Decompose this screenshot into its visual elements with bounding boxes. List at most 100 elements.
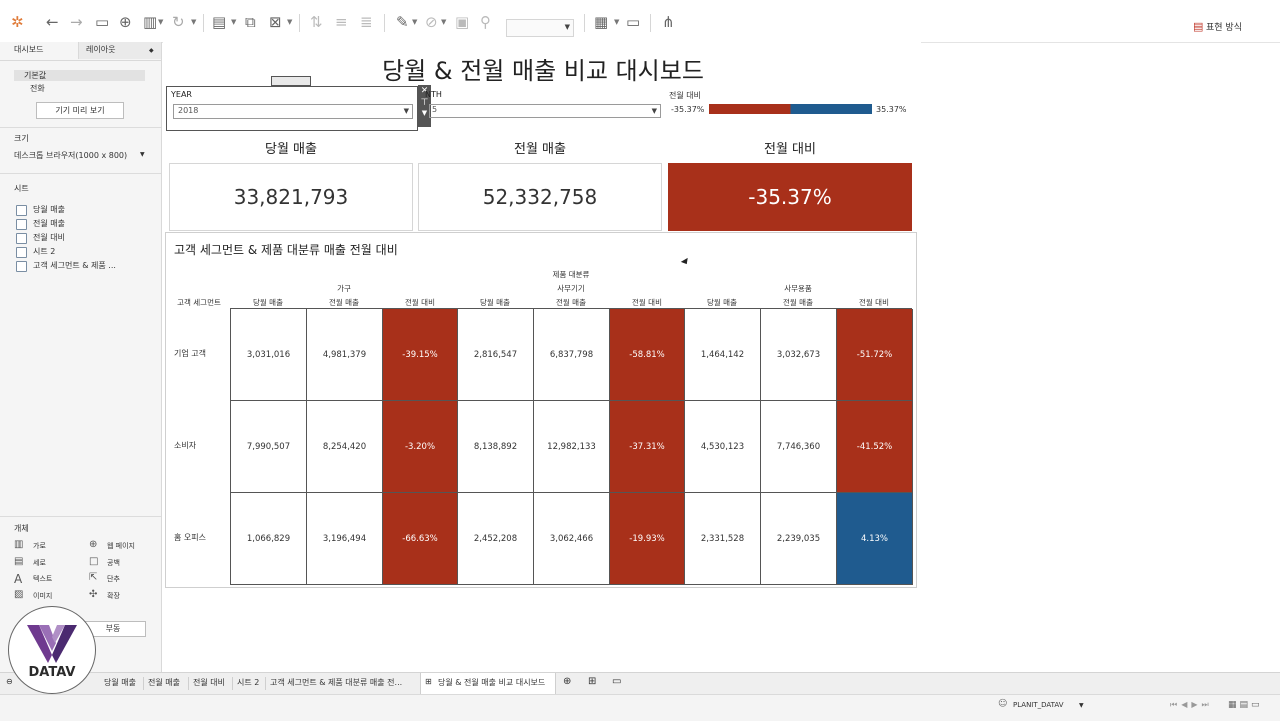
presentation-icon[interactable]: ▭ [626, 13, 641, 31]
sort-asc-icon[interactable]: ≡ [335, 13, 348, 31]
sales-cell[interactable]: 12,982,133 [534, 401, 610, 493]
sales-cell[interactable]: 3,032,673 [761, 309, 837, 401]
sheet-tab[interactable]: 시트 2 [237, 678, 260, 687]
filter-controls[interactable]: ✕ ⊤ ▼ [418, 85, 431, 127]
horizontal-icon: ▥ [14, 539, 24, 550]
sheet-item[interactable]: 고객 세그먼트 & 제품 ... [33, 261, 116, 270]
sales-cell[interactable]: 2,452,208 [458, 493, 534, 585]
new-datasource-icon[interactable]: ⊕ [119, 13, 132, 31]
sales-cell[interactable]: 4,981,379 [307, 309, 383, 401]
diff-cell[interactable]: -3.20% [383, 401, 458, 493]
sales-cell[interactable]: 1,066,829 [231, 493, 307, 585]
sheet-item[interactable]: 전월 매출 [33, 219, 65, 228]
sheet-nav-icons[interactable]: ⏮◀▶⏭ [1170, 700, 1213, 709]
diff-cell[interactable]: -37.31% [610, 401, 685, 493]
year-select[interactable]: 2018 ▼ [173, 104, 413, 119]
sales-cell[interactable]: 2,331,528 [685, 493, 761, 585]
pin-icon[interactable]: ⚲ [480, 13, 491, 31]
sheet-icon [16, 247, 27, 258]
show-me-icon[interactable]: ▤ [1193, 20, 1204, 33]
clear-sheet-icon[interactable]: ⊠ [269, 13, 282, 31]
sales-cell[interactable]: 8,138,892 [458, 401, 534, 493]
view-mode-icons[interactable]: ▦▤▭ [1228, 700, 1263, 710]
device-preview-button[interactable]: 기기 미리 보기 [36, 102, 124, 119]
sales-cell[interactable]: 2,816,547 [458, 309, 534, 401]
object-blank[interactable]: 공백 [107, 559, 120, 567]
month-select[interactable]: 5 ▼ [429, 104, 661, 118]
share-icon[interactable]: ⋔ [662, 13, 675, 31]
refresh-icon[interactable]: ↻ [172, 13, 185, 31]
diff-cell[interactable]: -66.63% [383, 493, 458, 585]
segment-label[interactable]: 소비자 [174, 441, 197, 450]
show-cards-icon[interactable]: ▦ [594, 13, 609, 31]
tab-layout[interactable]: 레이아웃 ◆ [78, 42, 161, 59]
swap-icon[interactable]: ⇅ [310, 13, 323, 31]
sales-cell[interactable]: 4,530,123 [685, 401, 761, 493]
kpi-current-sales[interactable]: 33,821,793 [169, 163, 413, 231]
object-web-page[interactable]: 웹 페이지 [107, 542, 135, 550]
object-text[interactable]: 텍스트 [33, 575, 53, 583]
object-horizontal[interactable]: 가로 [33, 542, 46, 550]
measure-header: 전월 대비 [859, 298, 889, 307]
sheet-tab-active[interactable]: ⊞ 당월 & 전월 매출 비교 대시보드 [420, 673, 556, 694]
redo-icon[interactable]: → [70, 13, 83, 31]
sheet-tab[interactable]: 고객 세그먼트 & 제품 대분류 매출 전... [270, 678, 403, 687]
datasource-tab-icon[interactable]: ⊖ [6, 677, 13, 686]
group-icon[interactable]: ⊘ [425, 13, 438, 31]
sales-cell[interactable]: 6,837,798 [534, 309, 610, 401]
kpi-previous-sales[interactable]: 52,332,758 [418, 163, 662, 231]
diff-cell[interactable]: -19.93% [610, 493, 685, 585]
highlight-icon[interactable]: ✎ [396, 13, 409, 31]
new-sheet-icon[interactable]: ⊕ [563, 676, 572, 687]
user-name[interactable]: PLANIT_DATAV [1013, 701, 1064, 709]
kpi-diff[interactable]: -35.37% [668, 163, 912, 231]
sales-cell[interactable]: 3,196,494 [307, 493, 383, 585]
sheet-tab[interactable]: 전월 대비 [193, 678, 225, 687]
year-filter[interactable]: YEAR 2018 ▼ [166, 86, 418, 131]
duplicate-sheet-icon[interactable]: ⧉ [245, 13, 256, 31]
object-image[interactable]: 이미지 [33, 592, 53, 600]
diff-cell[interactable]: -41.52% [837, 401, 913, 493]
diff-cell[interactable]: 4.13% [837, 493, 913, 585]
device-phone[interactable]: 전화 [30, 84, 45, 93]
sales-cell[interactable]: 3,031,016 [231, 309, 307, 401]
size-dropdown[interactable]: 데스크톱 브라우저(1000 x 800) [14, 151, 128, 160]
new-story-icon[interactable]: ▭ [612, 676, 622, 687]
sales-cell[interactable]: 2,239,035 [761, 493, 837, 585]
fit-dropdown[interactable]: ▼ [506, 19, 574, 37]
sheet-tab[interactable]: 전월 매출 [148, 678, 180, 687]
sales-cell[interactable]: 1,464,142 [685, 309, 761, 401]
sales-cell[interactable]: 7,746,360 [761, 401, 837, 493]
sheet-tab[interactable]: 당월 매출 [104, 678, 136, 687]
close-icon[interactable]: ✕ [420, 86, 429, 96]
show-me-button[interactable]: 표현 방식 [1206, 23, 1242, 33]
tableau-logo-icon[interactable]: ✲ [11, 13, 24, 31]
pin-icon[interactable]: ⊤ [420, 98, 429, 108]
sheet-item[interactable]: 전월 대비 [33, 233, 65, 242]
sales-cell[interactable]: 3,062,466 [534, 493, 610, 585]
sheet-item[interactable]: 당월 매출 [33, 205, 65, 214]
user-menu-caret-icon[interactable]: ▼ [1079, 702, 1084, 709]
new-sheet-icon[interactable]: ▤ [212, 13, 227, 31]
object-vertical[interactable]: 세로 [33, 559, 46, 567]
segment-label[interactable]: 기업 고객 [174, 349, 206, 358]
undo-icon[interactable]: ← [46, 13, 59, 31]
object-button[interactable]: 단추 [107, 575, 120, 583]
datasource-icon[interactable]: ▥ [143, 13, 158, 31]
save-icon[interactable]: ▭ [95, 13, 110, 31]
diff-cell[interactable]: -39.15% [383, 309, 458, 401]
sales-cell[interactable]: 8,254,420 [307, 401, 383, 493]
sales-cell[interactable]: 7,990,507 [231, 401, 307, 493]
object-extension[interactable]: 확장 [107, 592, 120, 600]
tab-dashboard[interactable]: 대시보드 [14, 45, 44, 54]
new-dashboard-icon[interactable]: ⊞ [588, 676, 597, 687]
device-default[interactable] [14, 70, 145, 81]
label-icon[interactable]: ▣ [455, 13, 470, 31]
sort-desc-icon[interactable]: ≣ [360, 13, 373, 31]
segment-label[interactable]: 홈 오피스 [174, 533, 206, 542]
chevron-down-icon[interactable]: ▼ [421, 109, 428, 117]
drag-handle[interactable] [271, 76, 311, 86]
diff-cell[interactable]: -51.72% [837, 309, 913, 401]
sheet-item[interactable]: 시트 2 [33, 247, 56, 256]
diff-cell[interactable]: -58.81% [610, 309, 685, 401]
